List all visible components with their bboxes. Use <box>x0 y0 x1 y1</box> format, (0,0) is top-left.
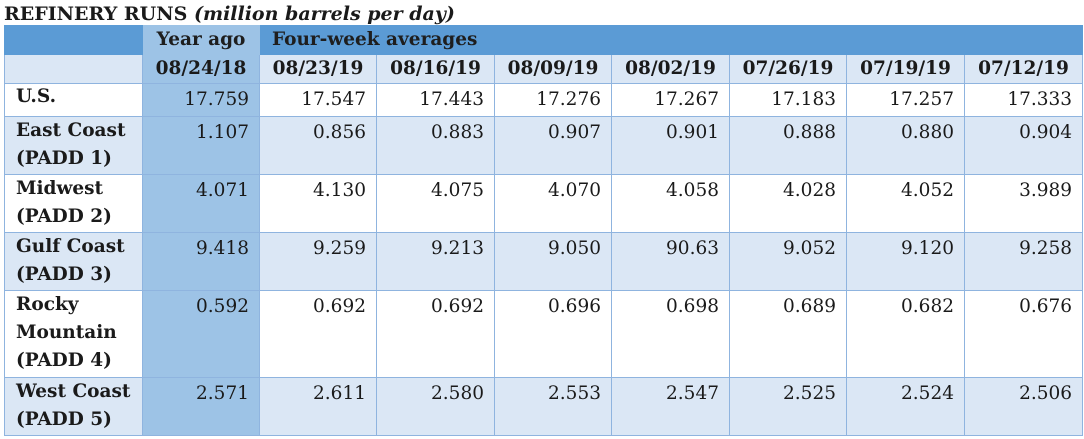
year-ago-value: 9.418 <box>142 232 260 291</box>
table-row: Rocky Mountain (PADD 4) 0.592 0.692 0.692 0.… <box>4 290 1084 378</box>
value-cell: 4.070 <box>494 174 612 233</box>
header-corner-cell <box>4 25 143 55</box>
table-row: U.S. 17.759 17.547 17.443 17.276 17.267 17.183… <box>4 83 1084 117</box>
table-body: U.S. 17.759 17.547 17.443 17.276 17.267 17.183… <box>4 83 1084 436</box>
table-row: East Coast (PADD 1) 1.107 0.856 0.883 0.907 0… <box>4 116 1084 175</box>
value-cell: 0.692 <box>376 290 495 378</box>
value-cell: 2.524 <box>846 377 965 436</box>
year-ago-value: 4.071 <box>142 174 260 233</box>
value-cell: 0.901 <box>611 116 730 175</box>
value-cell: 0.689 <box>729 290 847 378</box>
value-cell: 9.120 <box>846 232 965 291</box>
value-cell: 17.267 <box>611 83 730 117</box>
value-cell: 90.63 <box>611 232 730 291</box>
value-cell: 0.676 <box>963 290 1084 378</box>
value-cell: 4.058 <box>611 174 730 233</box>
value-cell: 0.883 <box>376 116 495 175</box>
value-cell: 2.611 <box>259 377 377 436</box>
value-cell: 2.506 <box>963 377 1084 436</box>
value-cell: 0.907 <box>494 116 612 175</box>
region-label: West Coast (PADD 5) <box>4 377 143 436</box>
value-cell: 17.333 <box>963 83 1084 117</box>
week-date-header: 07/26/19 <box>729 54 847 84</box>
table-row: West Coast (PADD 5) 2.571 2.611 2.580 2.553 2… <box>4 377 1084 436</box>
year-ago-header: Year ago <box>142 25 260 55</box>
value-cell: 2.547 <box>611 377 730 436</box>
year-ago-date-header: 08/24/18 <box>142 54 260 84</box>
header-row-groups: Year ago Four-week averages <box>4 25 1084 55</box>
value-cell: 0.696 <box>494 290 612 378</box>
value-cell: 9.258 <box>963 232 1084 291</box>
value-cell: 17.547 <box>259 83 377 117</box>
header-row-dates: 08/24/18 08/23/19 08/16/19 08/09/19 08/02/19… <box>4 54 1084 84</box>
value-cell: 9.052 <box>729 232 847 291</box>
value-cell: 4.028 <box>729 174 847 233</box>
region-label: East Coast (PADD 1) <box>4 116 143 175</box>
week-date-header: 08/02/19 <box>611 54 730 84</box>
week-date-header: 08/09/19 <box>494 54 612 84</box>
year-ago-value: 17.759 <box>142 83 260 117</box>
year-ago-value: 0.592 <box>142 290 260 378</box>
year-ago-value: 1.107 <box>142 116 260 175</box>
header-corner-cell <box>4 54 143 84</box>
value-cell: 0.856 <box>259 116 377 175</box>
value-cell: 0.888 <box>729 116 847 175</box>
region-label: U.S. <box>4 83 143 117</box>
refinery-runs-table: Year ago Four-week averages 08/24/18 08/2… <box>4 25 1084 436</box>
value-cell: 9.259 <box>259 232 377 291</box>
value-cell: 4.130 <box>259 174 377 233</box>
value-cell: 17.443 <box>376 83 495 117</box>
week-date-header: 08/23/19 <box>259 54 377 84</box>
value-cell: 9.050 <box>494 232 612 291</box>
table-row: Midwest (PADD 2) 4.071 4.130 4.075 4.070 4.05… <box>4 174 1084 233</box>
value-cell: 17.183 <box>729 83 847 117</box>
region-label: Gulf Coast (PADD 3) <box>4 232 143 291</box>
value-cell: 2.525 <box>729 377 847 436</box>
title-subtitle: (million barrels per day) <box>193 3 455 25</box>
week-date-header: 07/12/19 <box>963 54 1084 84</box>
value-cell: 2.580 <box>376 377 495 436</box>
week-date-header: 07/19/19 <box>846 54 965 84</box>
week-date-header: 08/16/19 <box>376 54 495 84</box>
value-cell: 9.213 <box>376 232 495 291</box>
value-cell: 0.698 <box>611 290 730 378</box>
value-cell: 0.692 <box>259 290 377 378</box>
four-week-averages-header: Four-week averages <box>258 25 1084 55</box>
value-cell: 0.904 <box>963 116 1084 175</box>
region-label: Rocky Mountain (PADD 4) <box>4 290 143 378</box>
value-cell: 2.553 <box>494 377 612 436</box>
value-cell: 0.880 <box>846 116 965 175</box>
table-row: Gulf Coast (PADD 3) 9.418 9.259 9.213 9.050 9… <box>4 232 1084 291</box>
value-cell: 4.052 <box>846 174 965 233</box>
value-cell: 17.257 <box>846 83 965 117</box>
value-cell: 0.682 <box>846 290 965 378</box>
value-cell: 3.989 <box>963 174 1084 233</box>
region-label: Midwest (PADD 2) <box>4 174 143 233</box>
value-cell: 17.276 <box>494 83 612 117</box>
value-cell: 4.075 <box>376 174 495 233</box>
year-ago-value: 2.571 <box>142 377 260 436</box>
title-main: REFINERY RUNS <box>4 3 188 25</box>
table-title: REFINERY RUNS (million barrels per day) <box>4 2 455 26</box>
